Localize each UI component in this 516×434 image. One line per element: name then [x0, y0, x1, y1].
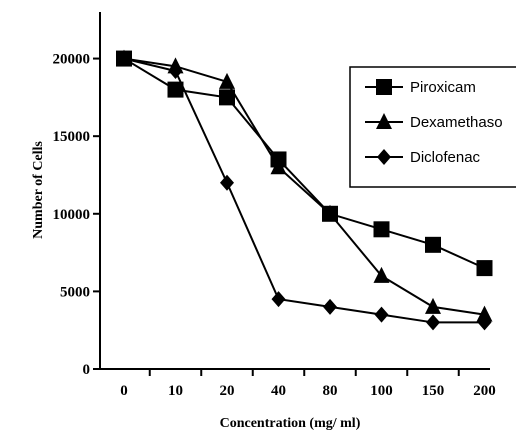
legend: Piroxicam Dexamethaso Diclofenac — [349, 66, 516, 188]
legend-label: Piroxicam — [410, 79, 476, 96]
data-point-square — [425, 236, 441, 253]
x-tick-label: 80 — [323, 383, 338, 399]
data-point-square — [219, 89, 235, 106]
x-ticks: 0 10 20 40 80 100 150 200 — [120, 369, 496, 399]
y-axis-title: Number of Cells — [31, 141, 46, 239]
legend-marker-square — [376, 79, 392, 95]
series-line — [123, 57, 485, 324]
data-point-diamond — [426, 314, 440, 331]
series-line — [123, 57, 485, 316]
data-point-diamond — [168, 62, 183, 79]
x-tick-label: 100 — [370, 383, 393, 399]
x-axis-title: Concentration (mg/ ml) — [220, 416, 361, 431]
x-tick-label: 200 — [473, 383, 496, 399]
x-tick-label: 0 — [120, 383, 128, 399]
data-point-square — [373, 221, 390, 238]
x-tick-label: 150 — [422, 383, 445, 399]
x-tick-label: 20 — [220, 383, 235, 399]
y-tick-label: 5000 — [60, 284, 90, 300]
data-point-triangle — [476, 305, 493, 322]
data-point-triangle — [270, 158, 287, 175]
series-diclofenac — [117, 50, 492, 331]
y-tick-label: 0 — [83, 362, 91, 378]
data-point-triangle — [425, 297, 441, 314]
legend-marker-triangle — [376, 113, 392, 129]
data-point-diamond — [374, 306, 389, 323]
y-tick-label: 10000 — [53, 207, 91, 223]
data-point-diamond — [117, 50, 131, 67]
x-tick-label: 10 — [168, 383, 183, 399]
data-point-triangle — [322, 204, 338, 221]
y-tick-label: 20000 — [53, 52, 91, 68]
chart-axes — [99, 12, 490, 370]
legend-label: Dexamethaso — [410, 114, 503, 131]
data-point-square — [167, 81, 184, 98]
y-ticks: 0 5000 10000 15000 20000 — [53, 52, 100, 378]
data-point-triangle — [373, 266, 390, 283]
data-point-square — [476, 260, 493, 277]
legend-label: Diclofenac — [410, 149, 481, 166]
data-point-triangle — [219, 72, 235, 89]
data-point-diamond — [323, 298, 337, 315]
y-tick-label: 15000 — [53, 129, 91, 145]
x-tick-label: 40 — [271, 383, 286, 399]
series-group — [116, 49, 493, 331]
data-point-diamond — [271, 291, 286, 308]
legend-marker-diamond — [377, 149, 391, 165]
data-point-diamond — [477, 314, 492, 331]
data-point-diamond — [220, 174, 234, 191]
